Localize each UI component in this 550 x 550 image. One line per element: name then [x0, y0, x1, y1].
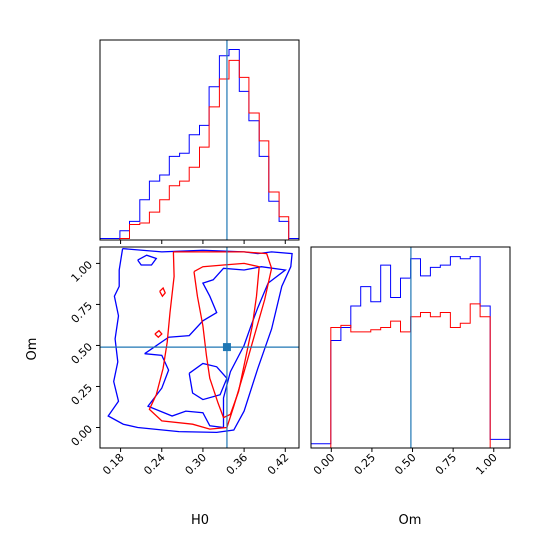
joint-ytick-label-4: 1.00	[69, 258, 96, 285]
contour-red-4	[148, 251, 273, 430]
joint-contour-panel: 0.18 0.24 0.30 0.36 0.42 0.00 0.25 0.50 0.75 1.00	[69, 246, 300, 478]
contour-blue-3	[137, 254, 158, 266]
contour-red-5	[193, 262, 260, 419]
joint-truth-marker	[222, 343, 231, 352]
h0-hist-frame	[99, 39, 300, 241]
contour-red-7	[154, 329, 163, 339]
h0-hist-series-red-1	[100, 59, 299, 241]
joint-xtick-label-4: 0.42	[265, 451, 292, 478]
joint-xtick-label-0: 0.18	[100, 451, 127, 478]
joint-ytick-label-2: 0.50	[69, 340, 96, 367]
om-histogram-panel: 0.00 0.25 0.50 0.75 1.00	[310, 246, 511, 478]
contour-blue-1	[144, 266, 287, 429]
joint-contours	[107, 247, 293, 434]
contour-red-6	[159, 286, 166, 298]
joint-ytick-label-3: 0.75	[69, 299, 96, 326]
joint-xtick-label-1: 0.24	[141, 451, 168, 478]
om-hist-xtick-label-3: 0.75	[433, 451, 460, 478]
joint-xtick-label-3: 0.36	[224, 451, 251, 478]
h0-histogram-panel	[99, 39, 300, 244]
om-axis-label: Om	[399, 513, 422, 528]
h0-axis-label: H0	[191, 513, 209, 528]
joint-ytick-label-0: 0.00	[69, 422, 96, 449]
om-y-axis-label: Om	[25, 338, 40, 361]
joint-frame	[99, 246, 300, 449]
joint-xtick-label-2: 0.30	[183, 451, 210, 478]
contour-blue-0	[107, 247, 293, 434]
om-hist-xtick-label-2: 0.50	[392, 451, 419, 478]
joint-ytick-label-1: 0.25	[69, 381, 96, 408]
om-hist-xtick-label-4: 1.00	[473, 451, 500, 478]
om-hist-frame	[310, 246, 511, 449]
om-hist-xtick-label-1: 0.25	[352, 451, 379, 478]
contour-blue-2	[188, 362, 228, 401]
om-hist-xtick-label-0: 0.00	[311, 451, 338, 478]
